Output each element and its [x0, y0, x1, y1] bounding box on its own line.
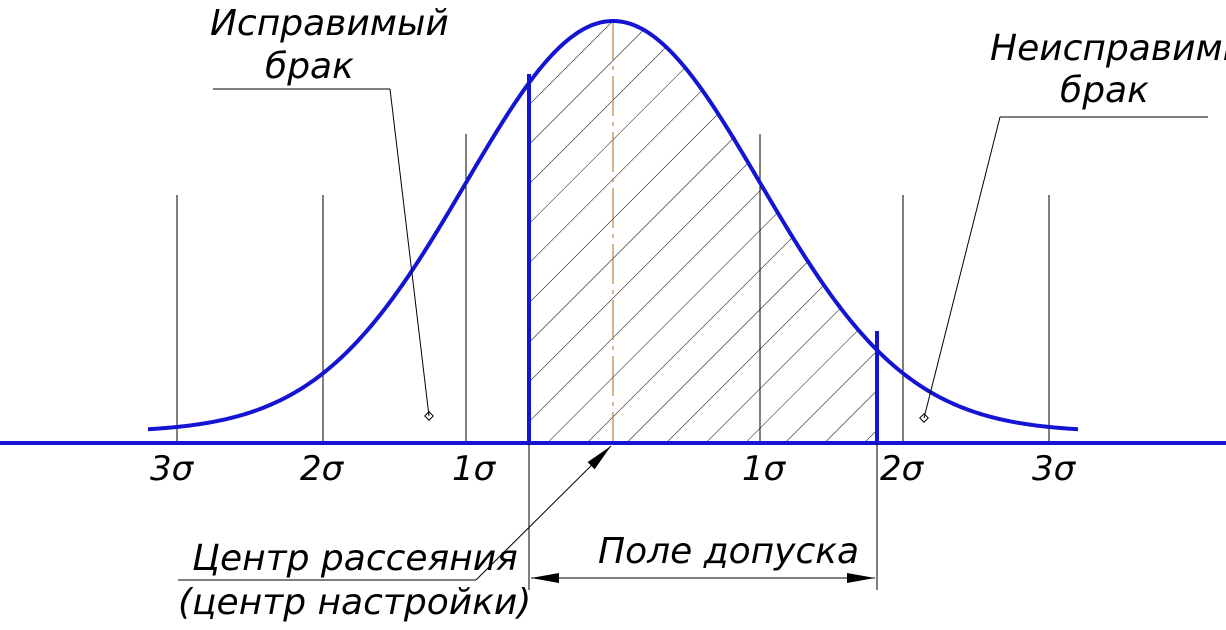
tolerance-field-label: Поле допуска	[598, 531, 859, 572]
tolerance-dimension	[528, 444, 878, 590]
correctable-defect-label-line1: Исправимый	[210, 3, 449, 44]
tolerance-hatch-area	[529, 21, 877, 444]
distribution-curve	[147, 19, 1079, 432]
sigma-label-plus2: 2σ	[880, 449, 925, 489]
scatter-center-label-line2: (центр настройки)	[178, 582, 531, 623]
uncorrectable-defect-label-line1: Неисправимый	[990, 28, 1226, 69]
scatter-center-label-line1: Центр рассеяния	[192, 538, 518, 579]
scatter-center-leader	[178, 445, 612, 581]
uncorrectable-defect-label-line2: брак	[1060, 70, 1149, 111]
sigma-label-plus3: 3σ	[1032, 449, 1077, 489]
sigma-labels: 3σ 2σ 1σ 1σ 2σ 3σ	[150, 449, 1077, 489]
correctable-defect-leader	[213, 88, 434, 421]
uncorrectable-defect-leader	[919, 116, 1208, 423]
sigma-label-plus1: 1σ	[742, 449, 787, 489]
sigma-label-minus2: 2σ	[300, 449, 345, 489]
correctable-defect-label-line2: брак	[265, 46, 354, 87]
sigma-label-minus1: 1σ	[452, 449, 497, 489]
sigma-label-minus3: 3σ	[150, 449, 195, 489]
